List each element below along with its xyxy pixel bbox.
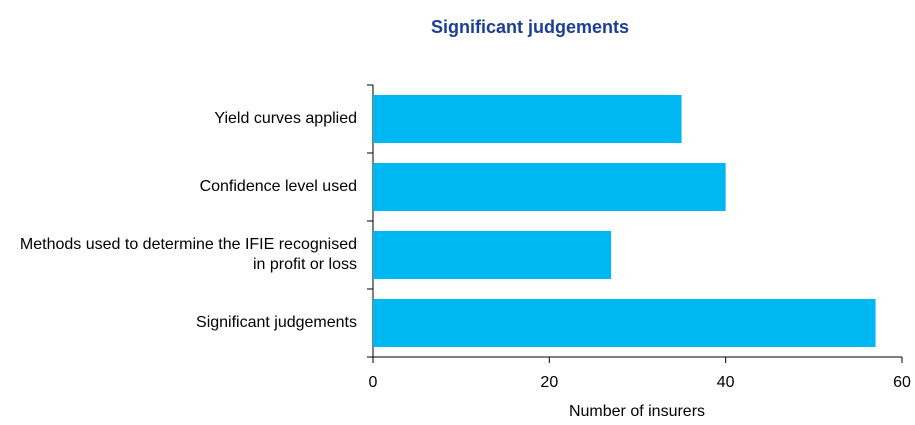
- x-tick-label: 60: [893, 374, 911, 391]
- y-tick-label: Yield curves applied: [214, 110, 357, 127]
- y-tick-label: Confidence level used: [199, 178, 357, 195]
- y-tick-label-box: Confidence level used: [199, 178, 357, 195]
- bar: [373, 299, 876, 347]
- bar: [373, 95, 682, 143]
- y-tick-label-box: Yield curves applied: [214, 110, 357, 127]
- y-tick-label-box: Methods used to determine the IFIE recog…: [19, 236, 357, 273]
- x-tick-label: 20: [540, 374, 558, 391]
- bar: [373, 231, 612, 279]
- y-tick-label-box: Significant judgements: [196, 314, 357, 331]
- x-axis-label: Number of insurers: [569, 403, 705, 420]
- x-tick-label: 40: [717, 374, 735, 391]
- bar: [373, 163, 726, 211]
- x-tick-label: 0: [369, 374, 378, 391]
- y-tick-label: Significant judgements: [196, 314, 357, 331]
- y-tick-label: Methods used to determine the IFIE recog…: [19, 236, 357, 273]
- chart-title: Significant judgements: [431, 17, 629, 37]
